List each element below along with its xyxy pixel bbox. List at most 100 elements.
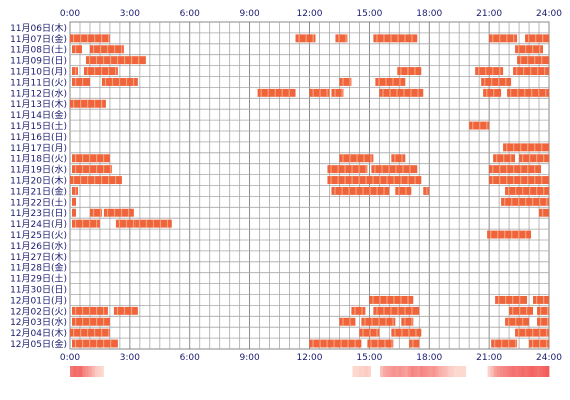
summary-cell bbox=[441, 366, 446, 377]
bar-stripe bbox=[86, 67, 89, 75]
bar-stripe bbox=[341, 187, 343, 195]
activity-bar bbox=[475, 67, 504, 75]
bar-stripe bbox=[472, 121, 474, 130]
summary-cell bbox=[450, 366, 455, 377]
bar-stripe bbox=[508, 187, 510, 195]
bar-stripe bbox=[95, 219, 98, 228]
bar-stripe bbox=[539, 45, 541, 54]
bar-stripe bbox=[520, 56, 522, 65]
bar-stripe bbox=[519, 296, 521, 304]
summary-cell bbox=[475, 366, 479, 377]
hour-tick-bottom: 12:00 bbox=[297, 353, 323, 363]
activity-bar bbox=[505, 187, 549, 195]
bar-stripe bbox=[344, 165, 346, 174]
bar-stripe bbox=[376, 328, 378, 337]
summary-cell bbox=[370, 366, 375, 377]
activity-bar bbox=[70, 176, 122, 184]
summary-cell bbox=[539, 366, 544, 377]
activity-bar bbox=[487, 230, 532, 239]
activity-bar bbox=[375, 78, 406, 86]
hour-tick-top: 9:00 bbox=[240, 9, 260, 19]
bar-stripe bbox=[372, 176, 374, 184]
activity-bar bbox=[537, 317, 549, 326]
bar-stripe bbox=[298, 34, 300, 43]
bar-stripe bbox=[80, 99, 82, 108]
summary-cell bbox=[171, 366, 175, 377]
summary-cell bbox=[241, 366, 246, 377]
summary-cell bbox=[174, 366, 178, 377]
bar-stripe bbox=[508, 339, 510, 348]
summary-cell bbox=[257, 366, 261, 377]
summary-band bbox=[70, 366, 550, 377]
summary-cell bbox=[272, 366, 277, 377]
summary-cell bbox=[119, 366, 123, 377]
bar-stripe bbox=[115, 176, 117, 184]
summary-cell bbox=[79, 366, 83, 377]
activity-bar bbox=[391, 328, 422, 337]
activity-bar bbox=[115, 219, 136, 228]
bar-stripe bbox=[520, 165, 522, 174]
summary-cell bbox=[122, 366, 126, 377]
bar-stripe bbox=[519, 306, 521, 315]
activity-bar bbox=[89, 208, 102, 217]
bar-stripe bbox=[537, 67, 539, 75]
bar-stripe bbox=[370, 339, 372, 348]
bar-stripe bbox=[100, 67, 103, 75]
bar-stripe bbox=[94, 99, 96, 108]
summary-cell bbox=[269, 366, 274, 377]
summary-cell bbox=[284, 366, 289, 377]
activity-bar bbox=[103, 208, 134, 217]
day-label: 11月24日(月) bbox=[10, 219, 67, 230]
activity-bar bbox=[525, 34, 549, 43]
bar-stripe bbox=[108, 328, 110, 337]
bar-stripe bbox=[391, 339, 393, 348]
bar-stripe bbox=[518, 45, 520, 54]
activity-bar bbox=[481, 78, 512, 86]
summary-cell bbox=[324, 366, 329, 377]
bar-stripe bbox=[81, 219, 84, 228]
summary-cell bbox=[97, 366, 102, 377]
bar-stripe bbox=[337, 176, 339, 184]
bar-stripe bbox=[491, 78, 493, 86]
summary-cell bbox=[524, 366, 528, 377]
hour-tick-top: 12:00 bbox=[297, 9, 323, 19]
summary-cell bbox=[91, 366, 95, 377]
bar-stripe bbox=[130, 56, 133, 65]
activity-bar bbox=[401, 317, 414, 326]
summary-cell bbox=[358, 366, 363, 377]
activity-bars bbox=[70, 34, 549, 348]
bar-stripe bbox=[532, 339, 534, 348]
activity-bar bbox=[369, 296, 414, 304]
bar-stripe bbox=[404, 306, 406, 315]
summary-cell bbox=[202, 366, 206, 377]
bar-stripe bbox=[496, 154, 498, 163]
activity-bar bbox=[397, 67, 422, 75]
activity-bar bbox=[495, 296, 528, 304]
day-label: 12月04日(木) bbox=[10, 327, 67, 339]
bar-stripe bbox=[386, 176, 388, 184]
day-label: 11月16日(日) bbox=[10, 132, 67, 143]
day-label: 11月14日(金) bbox=[10, 109, 67, 121]
activity-bar bbox=[83, 67, 118, 75]
bar-stripe bbox=[102, 306, 105, 315]
summary-cell bbox=[131, 366, 135, 377]
bar-stripe bbox=[492, 34, 494, 43]
bar-stripe bbox=[529, 187, 531, 195]
summary-cell bbox=[466, 366, 470, 377]
summary-cell bbox=[521, 366, 525, 377]
bar-stripe bbox=[88, 154, 91, 163]
summary-cell bbox=[195, 366, 200, 377]
day-label: 12月02日(火) bbox=[10, 306, 67, 317]
summary-cell bbox=[223, 366, 227, 377]
bar-stripe bbox=[403, 88, 405, 97]
day-label: 11月09日(日) bbox=[10, 56, 67, 67]
activity-bar bbox=[257, 88, 296, 97]
bar-stripe bbox=[337, 165, 339, 174]
summary-cell bbox=[254, 366, 258, 377]
hour-tick-top: 24:00 bbox=[536, 9, 562, 19]
day-label: 12月01日(月) bbox=[10, 295, 67, 306]
activity-bar bbox=[70, 34, 110, 43]
bar-stripe bbox=[92, 208, 95, 217]
summary-cell bbox=[401, 366, 406, 377]
bar-stripe bbox=[384, 339, 386, 348]
